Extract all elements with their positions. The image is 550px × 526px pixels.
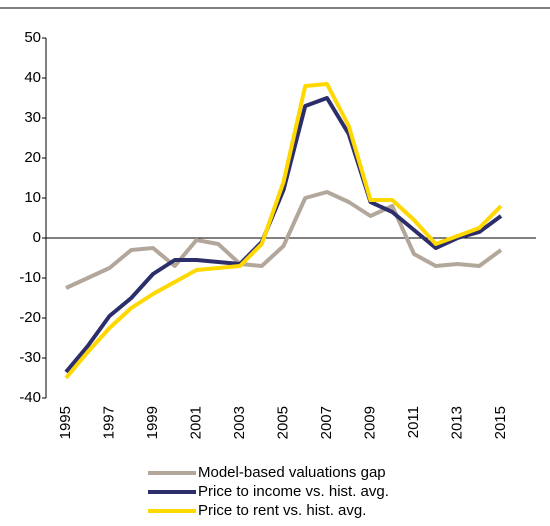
y-tick-label: -20: [19, 309, 41, 326]
y-tick-label: -10: [19, 269, 41, 286]
x-tick-label: 1997: [100, 406, 117, 439]
y-tick-label: 10: [24, 189, 41, 206]
y-tick-label: -30: [19, 349, 41, 366]
y-tick-label: -40: [19, 389, 41, 406]
series-line: [65, 190, 503, 290]
x-tick-label: 2009: [361, 406, 378, 439]
y-tick-label: 30: [24, 109, 41, 126]
legend-label: Price to income vs. hist. avg.: [198, 483, 389, 500]
x-tick-label: 2001: [187, 406, 204, 439]
y-tick-label: 40: [24, 69, 41, 86]
x-tick-label: 2015: [492, 406, 509, 439]
y-tick-label: 50: [24, 29, 41, 46]
x-tick-label: 2011: [405, 406, 422, 438]
x-tick-label: 1999: [144, 406, 161, 439]
series-line: [64, 96, 503, 374]
x-tick-label: 2005: [274, 406, 291, 439]
x-tick-label: 2003: [231, 406, 248, 439]
legend-label: Price to rent vs. hist. avg.: [198, 502, 366, 519]
y-tick-label: 0: [33, 229, 41, 246]
x-tick-label: 2007: [318, 406, 335, 439]
legend-label: Model-based valuations gap: [198, 464, 386, 481]
x-tick-label: 2013: [448, 406, 465, 439]
series-line: [64, 82, 503, 380]
x-tick-label: 1995: [57, 406, 74, 439]
y-tick-label: 20: [24, 149, 41, 166]
